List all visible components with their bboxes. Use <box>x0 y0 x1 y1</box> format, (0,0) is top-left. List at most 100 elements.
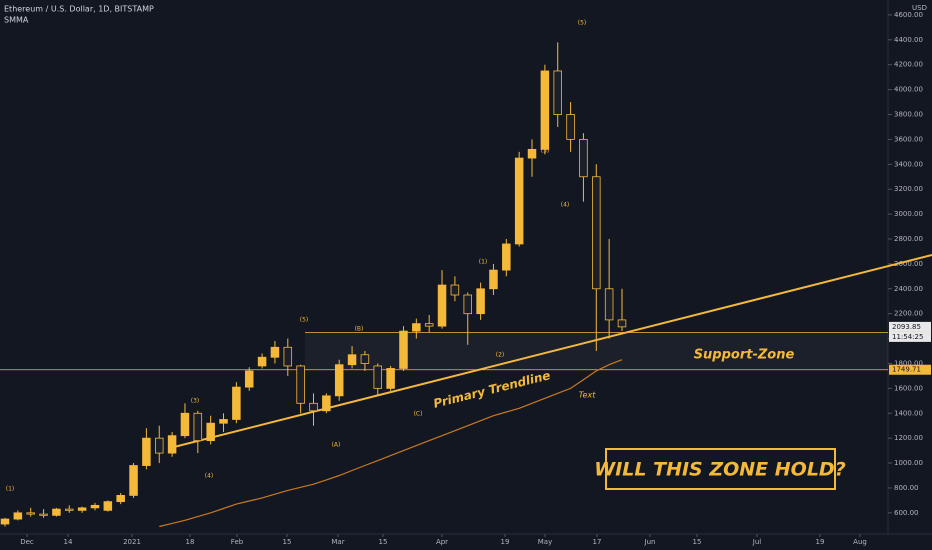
chart-title: Ethereum / U.S. Dollar, 1D, BITSTAMP <box>4 5 154 14</box>
x-tick-label: 18 <box>186 538 195 546</box>
candle-body <box>527 148 537 159</box>
x-tick-label: Feb <box>231 538 244 546</box>
annotation: Text <box>579 391 597 400</box>
candle-body <box>437 284 447 327</box>
candle-body <box>553 70 562 115</box>
x-tick-label: Jun <box>644 538 656 546</box>
y-tick-label: 4400.00 <box>894 36 923 44</box>
y-tick-label: 3200.00 <box>894 185 923 193</box>
candle-body <box>360 354 370 364</box>
y-tick-label: 800.00 <box>894 484 919 492</box>
y-tick-label: 3000.00 <box>894 210 923 218</box>
candle-body <box>257 356 267 367</box>
x-tick-label: 17 <box>593 538 602 546</box>
candle-body <box>502 243 511 271</box>
x-tick-label: Mar <box>331 538 344 546</box>
price-tag-label: 2093.85 <box>892 323 921 331</box>
price-tag-time: 11:54:25 <box>892 333 923 341</box>
candle-body <box>129 465 138 496</box>
candle-body <box>296 365 305 404</box>
annotation: (B) <box>355 326 364 333</box>
candle-body <box>386 368 395 389</box>
candle-body <box>244 370 254 388</box>
candle-body <box>476 288 485 315</box>
trendline <box>169 254 932 449</box>
y-tick-label: 600.00 <box>894 509 919 517</box>
x-tick-label: May <box>538 538 552 546</box>
y-tick-label: 2600.00 <box>894 260 923 268</box>
y-tick-label: 1400.00 <box>894 409 923 417</box>
y-tick-label: 4000.00 <box>894 86 923 94</box>
indicator-label: SMMA <box>4 16 29 25</box>
price-tag-label: 1749.71 <box>892 366 921 374</box>
price-tag <box>889 364 931 375</box>
x-tick-label: Aug <box>853 538 867 546</box>
candle-body <box>90 504 100 509</box>
candle-body <box>489 269 498 290</box>
candle-body <box>450 284 460 296</box>
candle-body <box>206 422 215 442</box>
price-tag <box>889 321 931 332</box>
candle-body <box>13 512 23 520</box>
candle-body <box>77 507 87 511</box>
y-tick-label: 1600.00 <box>894 384 923 392</box>
annotation: (3) <box>541 148 550 155</box>
candle-body <box>142 437 151 466</box>
candle-body <box>167 435 177 454</box>
candle-body <box>463 294 473 315</box>
smma-line <box>159 359 623 528</box>
candle-body <box>334 364 344 397</box>
y-tick-label: 1000.00 <box>894 459 923 467</box>
y-tick-label: 3600.00 <box>894 135 923 143</box>
candle-body <box>579 139 588 178</box>
annotation: (1) <box>6 486 15 493</box>
currency-label: USD <box>912 4 927 12</box>
y-tick-label: 2400.00 <box>894 285 923 293</box>
candle-body <box>270 346 280 358</box>
candle-body <box>309 402 318 412</box>
x-tick-label: 15 <box>283 538 292 546</box>
candle-body <box>193 412 203 442</box>
annotation: (1) <box>479 259 488 266</box>
candle-body <box>180 412 190 437</box>
candle-body <box>540 70 550 150</box>
x-tick-label: 15 <box>379 538 388 546</box>
y-tick-label: 1200.00 <box>894 434 923 442</box>
candle-body <box>116 495 125 503</box>
y-tick-label: 3400.00 <box>894 160 923 168</box>
y-tick-label: 2200.00 <box>894 310 923 318</box>
candle-body <box>232 386 241 420</box>
candle-body <box>347 354 357 366</box>
x-tick-label: 19 <box>501 538 510 546</box>
y-tick-label: 2800.00 <box>894 235 923 243</box>
candle-body <box>399 330 408 369</box>
x-tick-label: Jul <box>752 538 762 546</box>
x-tick-label: 14 <box>64 538 73 546</box>
y-tick-label: 1800.00 <box>894 359 923 367</box>
y-tick-label: 4200.00 <box>894 61 923 69</box>
candle-body <box>219 419 228 424</box>
candle-body <box>592 176 601 290</box>
annotation: (5) <box>300 317 309 324</box>
candle-body <box>604 288 614 321</box>
candle-body <box>617 319 627 328</box>
candle-body <box>412 323 421 332</box>
candle-body <box>514 157 524 245</box>
candle-body <box>424 323 434 327</box>
candle-body <box>65 508 74 511</box>
callout-text: WILL THIS ZONE HOLD? <box>594 459 845 481</box>
candle-body <box>566 114 575 140</box>
annotation: (4) <box>205 473 214 480</box>
annotation: (A) <box>332 442 341 449</box>
annotation: (4) <box>561 202 570 209</box>
x-tick-label: Dec <box>20 538 34 546</box>
annotation: (C) <box>414 411 423 418</box>
annotation: Support-Zone <box>694 348 795 363</box>
callout-box <box>605 448 836 490</box>
x-tick-label: 19 <box>816 538 825 546</box>
x-tick-label: 2021 <box>123 538 141 546</box>
candle-body <box>283 346 293 367</box>
candle-body <box>154 437 164 454</box>
x-tick-label: 15 <box>693 538 702 546</box>
x-tick-label: Apr <box>436 538 448 546</box>
